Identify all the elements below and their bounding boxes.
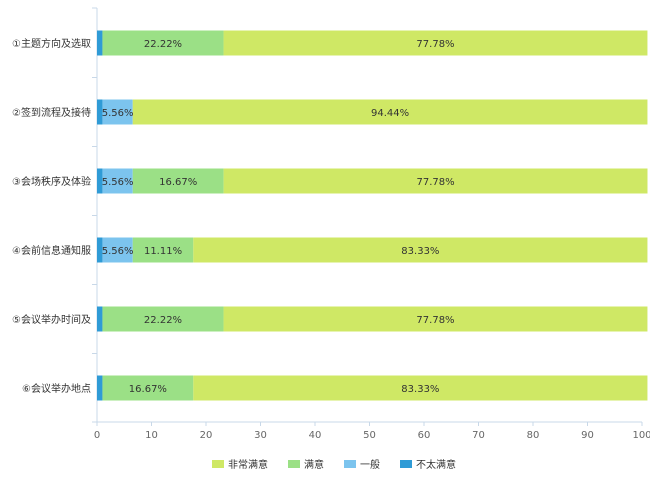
bar-segment [102,237,133,263]
x-tick-label: 70 [472,430,485,441]
bar-segment [102,375,194,401]
data-label: 16.67% [159,177,197,188]
bar-segment [97,30,103,56]
data-label: 83.33% [401,246,439,257]
x-tick-label: 20 [200,430,213,441]
x-tick-label: 10 [145,430,158,441]
legend-swatch [400,460,412,468]
category-label: ⑤会议举办时间及 [12,313,91,326]
category-label: ③会场秩序及体验 [12,175,91,188]
category-label: ④会前信息通知服 [12,244,91,257]
x-tick-label: 100 [632,430,650,441]
legend-label: 非常满意 [228,458,268,471]
bar-segment [193,237,648,263]
bar-segment [97,306,103,332]
bar-segment [132,99,648,125]
data-label: 11.11% [144,246,182,257]
bar-segment [102,99,133,125]
bars [97,30,648,401]
legend-swatch [212,460,224,468]
bar-segment [97,99,103,125]
data-label: 5.56% [102,246,134,257]
data-label: 94.44% [371,108,409,119]
bar-segment [97,237,103,263]
legend-label: 满意 [304,458,324,471]
bar-segment [102,30,224,56]
data-label: 77.78% [416,39,454,50]
data-label: 22.22% [144,315,182,326]
data-label: 16.67% [129,384,167,395]
bar-segment [223,30,648,56]
x-tick-label: 90 [581,430,594,441]
x-tick-label: 50 [363,430,376,441]
x-tick-label: 0 [94,430,100,441]
data-label: 77.78% [416,315,454,326]
bar-segment [132,237,194,263]
bar-segment [97,168,103,194]
data-label: 22.22% [144,39,182,50]
x-tick-label: 60 [418,430,431,441]
axes: 0 10 20 30 40 50 60 70 80 90 100 ①主题方向及选取 ②签到流程及接待 ③会… [12,7,650,441]
x-tick-label: 80 [527,430,540,441]
x-tick-label: 30 [254,430,267,441]
legend: 非常满意 满意 一般 不太满意 [212,458,456,471]
legend-swatch [344,460,356,468]
legend-swatch [288,460,300,468]
bar-segment [223,168,648,194]
data-label: 77.78% [416,177,454,188]
bar-segment [223,306,648,332]
data-labels: 22.22% 77.78% 5.56% 94.44% 5.56% 16.67% 77.78%… [102,39,455,395]
data-label: 5.56% [102,108,134,119]
x-tick-label: 40 [309,430,322,441]
bar-segment [102,306,224,332]
bar-segment [132,168,224,194]
bar-segment [97,375,103,401]
data-label: 5.56% [102,177,134,188]
data-label: 83.33% [401,384,439,395]
legend-label: 一般 [360,458,380,471]
bar-segment [102,168,133,194]
category-label: ①主题方向及选取 [12,37,91,50]
bar-segment [193,375,648,401]
legend-label: 不太满意 [416,458,456,471]
category-label: ⑥会议举办地点 [22,382,91,395]
category-label: ②签到流程及接待 [12,106,91,119]
